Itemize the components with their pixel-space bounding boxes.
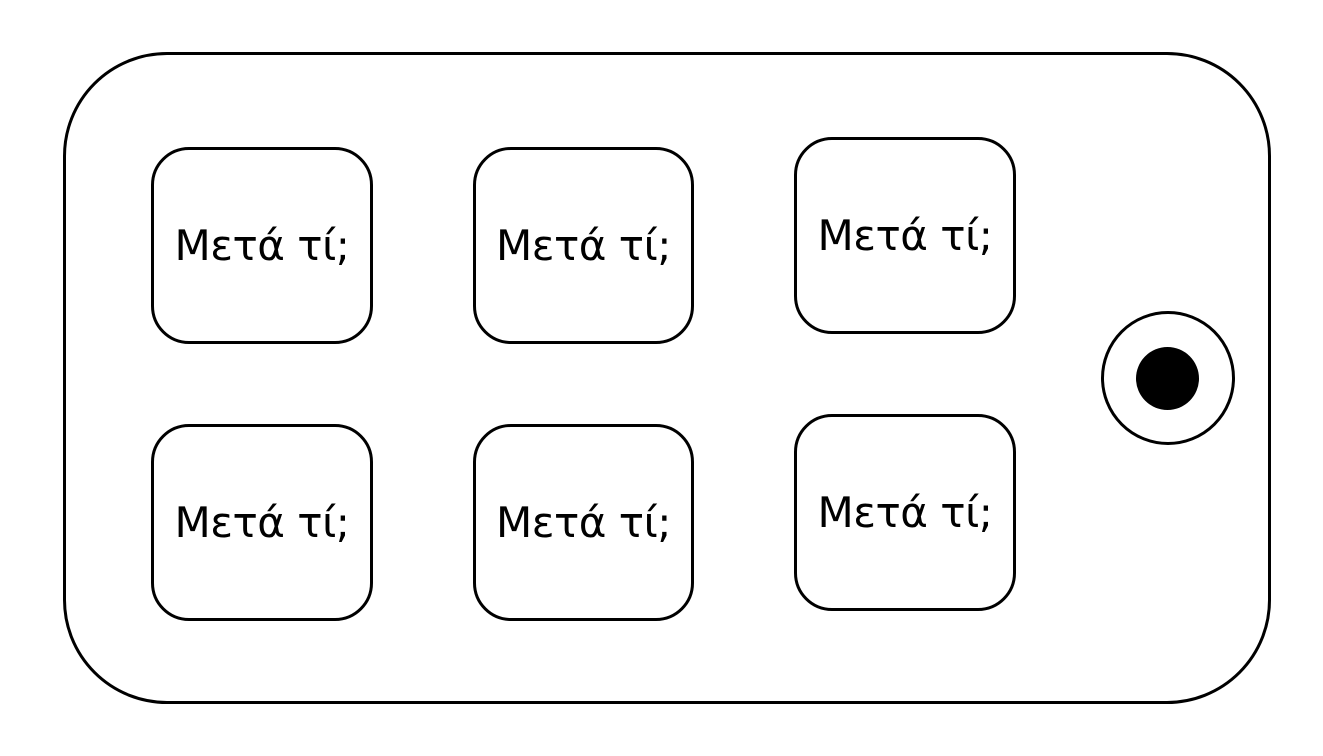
question-button-1[interactable]: Μετά τί; bbox=[151, 147, 373, 344]
question-button-label: Μετά τί; bbox=[496, 498, 671, 547]
question-button-4[interactable]: Μετά τί; bbox=[151, 424, 373, 621]
question-button-label: Μετά τί; bbox=[174, 498, 350, 547]
question-button-2[interactable]: Μετά τί; bbox=[473, 147, 694, 344]
question-button-label: Μετά τί; bbox=[817, 211, 993, 260]
question-button-label: Μετά τί; bbox=[174, 221, 350, 270]
question-button-label: Μετά τί; bbox=[817, 488, 993, 537]
question-button-5[interactable]: Μετά τί; bbox=[473, 424, 694, 621]
question-button-6[interactable]: Μετά τί; bbox=[794, 414, 1016, 611]
record-dot-icon bbox=[1136, 347, 1199, 410]
question-button-3[interactable]: Μετά τί; bbox=[794, 137, 1016, 334]
question-button-label: Μετά τί; bbox=[496, 221, 671, 270]
